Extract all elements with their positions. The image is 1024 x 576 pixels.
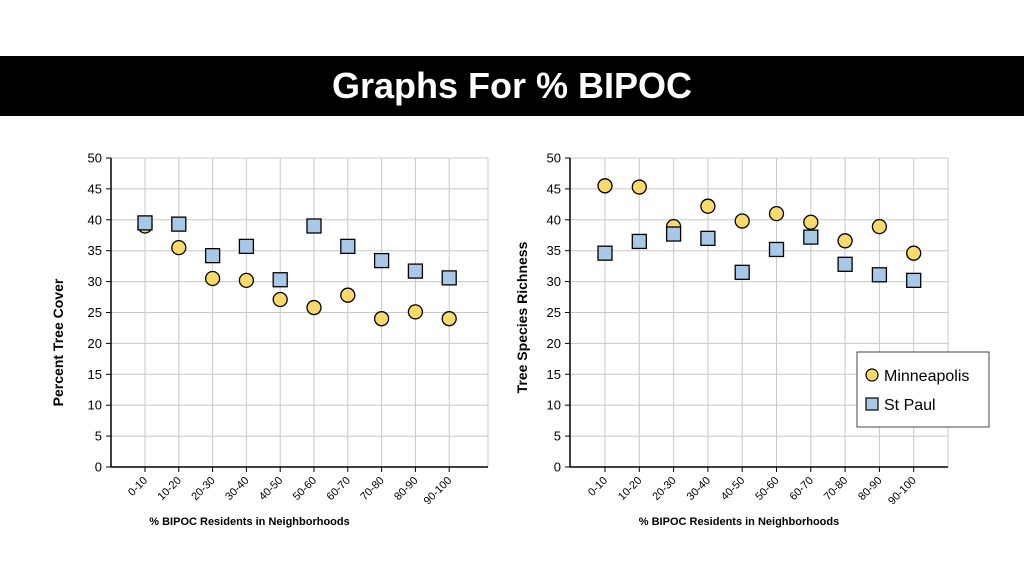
y-tick-label: 10 — [547, 398, 561, 413]
y-tick-label: 25 — [547, 305, 561, 320]
minneapolis-point — [871, 218, 888, 235]
st-paul-point — [700, 230, 716, 246]
y-tick-label: 45 — [88, 181, 102, 196]
x-tick-label: 0-10 — [586, 475, 610, 499]
chart-1: 0 5 10 15 20 25 30 35 40 45 50 0-10 10-20 20-30 30-40 4… — [50, 151, 489, 528]
st-paul-point — [665, 226, 682, 242]
x-tick-label: 50-60 — [291, 475, 319, 503]
minneapolis-point — [803, 214, 819, 230]
x-tick-label: 60-70 — [788, 475, 816, 503]
x-tick-label: 90-100 — [886, 475, 919, 508]
st-paul-point — [597, 245, 613, 261]
y-tick-label: 35 — [547, 243, 561, 258]
x-tick-label: 30-40 — [223, 475, 251, 503]
x-tick-label: 30-40 — [685, 475, 713, 503]
y-tick-label: 15 — [88, 367, 102, 382]
y-tick-label: 50 — [88, 151, 102, 166]
minneapolis-point — [238, 272, 255, 289]
st-paul-point — [171, 216, 187, 232]
y-tick-label: 5 — [95, 429, 102, 444]
chart-2: 0 5 10 15 20 25 30 35 40 45 50 0-10 10-20 20-30 30-40 4… — [514, 151, 990, 528]
legend-label: St Paul — [884, 397, 936, 414]
st-paul-point — [871, 267, 888, 283]
x-tick-label: 20-30 — [650, 475, 678, 503]
x-tick-label: 90-100 — [422, 475, 455, 508]
minneapolis-point — [441, 311, 457, 327]
legend-square-icon — [865, 397, 879, 411]
st-paul-point — [407, 263, 424, 279]
x-tick-label: 10-20 — [616, 475, 644, 503]
st-paul-point — [204, 247, 221, 264]
st-paul-point — [441, 270, 457, 286]
y-tick-label: 40 — [547, 212, 561, 227]
st-paul-point — [340, 238, 356, 255]
st-paul-point — [272, 272, 288, 288]
y-axis-title: Tree Species Richness — [514, 241, 530, 393]
y-tick-label: 20 — [88, 336, 102, 351]
y-tick-label: 20 — [547, 336, 561, 351]
st-paul-point — [837, 256, 853, 272]
y-tick-label: 10 — [88, 398, 102, 413]
y-tick-label: 0 — [554, 460, 561, 475]
st-paul-point — [137, 215, 153, 231]
minneapolis-point — [734, 213, 750, 229]
legend: Minneapolis St Paul — [856, 351, 990, 428]
y-tick-label: 25 — [88, 305, 102, 320]
minneapolis-point — [373, 311, 390, 327]
x-tick-label: 80-90 — [856, 475, 884, 503]
minneapolis-point — [768, 205, 785, 222]
minneapolis-point — [631, 179, 647, 195]
x-tick-label: 0-10 — [126, 475, 150, 499]
x-tick-label: 50-60 — [753, 475, 781, 503]
x-tick-label: 40-50 — [257, 475, 285, 503]
x-tick-label: 80-90 — [392, 475, 420, 503]
y-tick-label: 30 — [88, 274, 102, 289]
y-tick-label: 0 — [95, 460, 102, 475]
legend-circle-icon — [865, 368, 879, 382]
x-tick-label: 70-80 — [822, 475, 850, 503]
legend-box — [856, 351, 990, 428]
st-paul-point — [768, 241, 785, 258]
minneapolis-point — [306, 299, 322, 316]
st-paul-point — [238, 238, 255, 255]
y-tick-label: 5 — [554, 429, 561, 444]
x-tick-label: 40-50 — [719, 475, 747, 503]
st-paul-point — [373, 252, 390, 269]
title-band: Graphs For % BIPOC — [0, 56, 1024, 116]
minneapolis-point — [340, 287, 356, 303]
x-tick-label: 70-80 — [358, 475, 386, 503]
minneapolis-point — [204, 270, 221, 287]
minneapolis-point — [171, 239, 187, 256]
x-tick-label: 60-70 — [325, 475, 353, 503]
y-tick-label: 40 — [88, 212, 102, 227]
st-paul-point — [803, 229, 819, 245]
y-tick-label: 50 — [547, 151, 561, 166]
y-tick-label: 35 — [88, 243, 102, 258]
x-tick-label: 20-30 — [189, 475, 217, 503]
minneapolis-point — [597, 178, 613, 194]
x-axis-title: % BIPOC Residents in Neighborhoods — [149, 516, 349, 528]
y-tick-label: 15 — [547, 367, 561, 382]
y-tick-label: 30 — [547, 274, 561, 289]
minneapolis-point — [906, 245, 922, 261]
x-axis-title: % BIPOC Residents in Neighborhoods — [639, 516, 839, 528]
st-paul-point — [306, 218, 322, 234]
page-title: Graphs For % BIPOC — [331, 65, 693, 106]
minneapolis-point — [700, 198, 716, 214]
minneapolis-point — [407, 304, 424, 320]
legend-label: Minneapolis — [884, 368, 969, 385]
st-paul-point — [631, 233, 647, 250]
y-tick-label: 45 — [547, 181, 561, 196]
st-paul-point — [906, 272, 922, 289]
minneapolis-point — [837, 233, 853, 249]
st-paul-point — [734, 264, 750, 280]
x-tick-label: 10-20 — [156, 475, 184, 503]
y-axis-title: Percent Tree Cover — [50, 278, 66, 406]
minneapolis-point — [272, 291, 288, 308]
